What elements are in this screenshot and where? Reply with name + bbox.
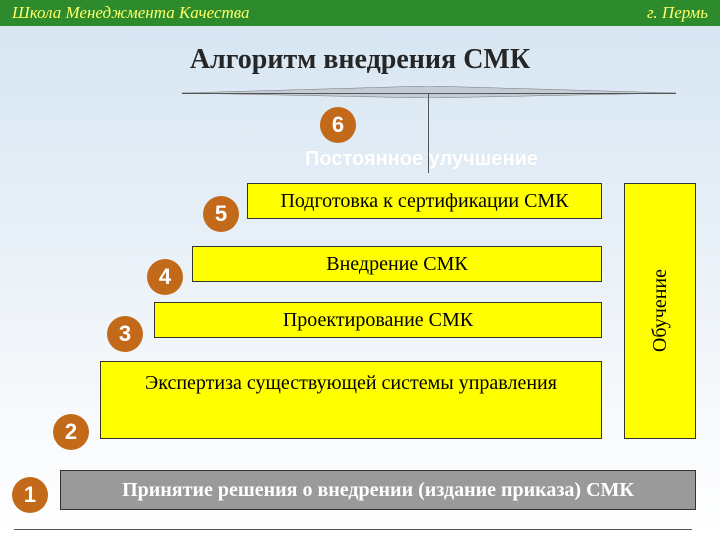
header-right: г. Пермь (647, 3, 708, 23)
step-box-1: Принятие решения о внедрении (издание пр… (60, 470, 696, 510)
step-box-4: Внедрение СМК (192, 246, 602, 282)
header-left: Школа Менеджмента Качества (12, 3, 250, 23)
step-badge-2: 2 (53, 414, 89, 450)
step-badge-6: 6 (320, 107, 356, 143)
step-box-5-label: Подготовка к сертификации СМК (280, 190, 568, 213)
step-box-4-label: Внедрение СМК (326, 253, 467, 276)
step-box-3: Проектирование СМК (154, 302, 602, 338)
step-box-2-label: Экспертиза существующей системы управлен… (145, 372, 557, 395)
step-box-1-label: Принятие решения о внедрении (издание пр… (122, 479, 634, 502)
bottom-horizontal-line (14, 529, 692, 530)
training-box: Обучение (624, 183, 696, 439)
top-horizontal-line (182, 93, 676, 94)
step-badge-3: 3 (107, 316, 143, 352)
training-label: Обучение (649, 269, 672, 352)
page-title: Алгоритм внедрения СМК (0, 44, 720, 76)
perspective-line (182, 86, 676, 98)
step-badge-4: 4 (147, 259, 183, 295)
step-box-5: Подготовка к сертификации СМК (247, 183, 602, 219)
step-badge-5: 5 (203, 196, 239, 232)
step-badge-1: 1 (12, 477, 48, 513)
step-box-3-label: Проектирование СМК (283, 309, 473, 332)
improvement-label: Постоянное улучшение (305, 148, 538, 171)
step-box-2: Экспертиза существующей системы управлен… (100, 361, 602, 439)
header-bar: Школа Менеджмента Качества г. Пермь (0, 0, 720, 26)
